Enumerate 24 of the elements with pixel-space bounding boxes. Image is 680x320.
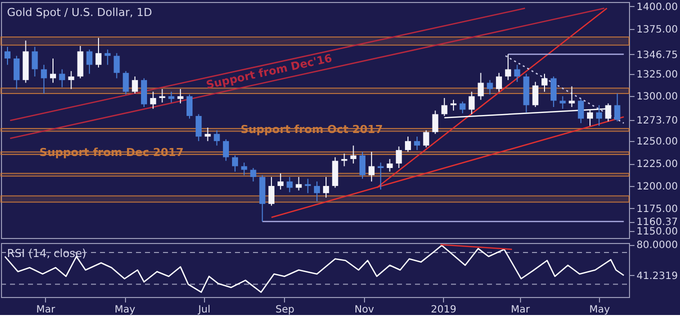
y-tick-label: 1150.00 (636, 226, 678, 238)
y-tick-label: 1375.00 (636, 24, 678, 36)
x-tick-label: Sep (276, 304, 294, 316)
y-tick-label: 1325.00 (636, 69, 678, 80)
y-tick-label: 1250.00 (636, 136, 678, 148)
chart-title: Gold Spot / U.S. Dollar, 1D (7, 6, 152, 19)
x-tick-label: 2019 (430, 304, 456, 316)
y-tick-label: 1346.75 (636, 50, 678, 61)
x-tick-label: May (114, 304, 136, 316)
y-tick-label: 1160.37 (636, 217, 678, 228)
x-tick-label: Jul (197, 304, 210, 316)
y-tick-label: 1225.00 (636, 159, 678, 170)
y-tick-label: 1175.00 (636, 204, 678, 215)
y-tick-label: 1300.00 (636, 92, 678, 103)
y-tick-label: 41.2319 (636, 270, 678, 282)
y-tick-label: 1400.00 (636, 2, 678, 13)
text: Support from Dec'16 (205, 52, 334, 92)
y-tick-label: 1200.00 (636, 181, 678, 192)
y-tick-label: 1273.70 (636, 115, 678, 126)
y-tick-label: 80.0000 (636, 240, 678, 252)
x-tick-label: Mar (510, 304, 531, 316)
x-tick-label: May (589, 304, 610, 316)
x-tick-label: Nov (354, 304, 374, 316)
x-tick-label: Mar (36, 304, 56, 316)
